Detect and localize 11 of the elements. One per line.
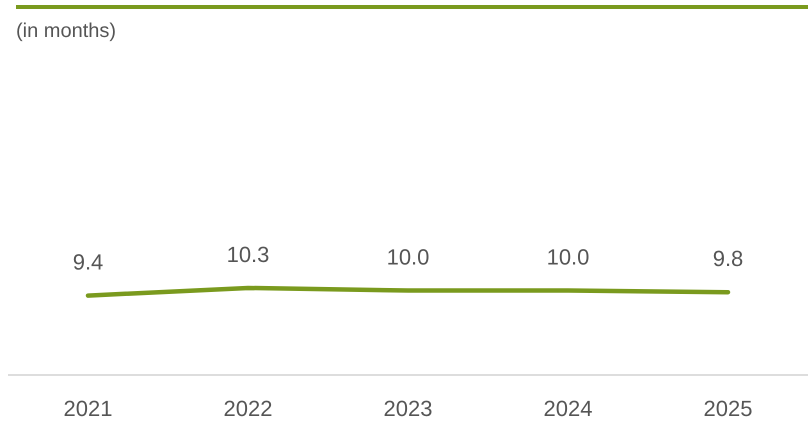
x-tick-label: 2025	[704, 396, 752, 421]
data-label: 10.0	[386, 244, 430, 270]
data-label: 10.3	[226, 242, 270, 267]
x-tick-label: 2024	[544, 396, 592, 421]
chart-subtitle: (in months)	[16, 20, 116, 42]
data-label: 10.0	[546, 244, 590, 270]
x-tick-label: 2021	[64, 396, 112, 421]
x-tick-label: 2022	[224, 396, 272, 421]
x-tick-label: 2023	[384, 396, 432, 421]
data-label: 9.8	[712, 246, 744, 272]
data-label: 9.4	[72, 250, 104, 275]
